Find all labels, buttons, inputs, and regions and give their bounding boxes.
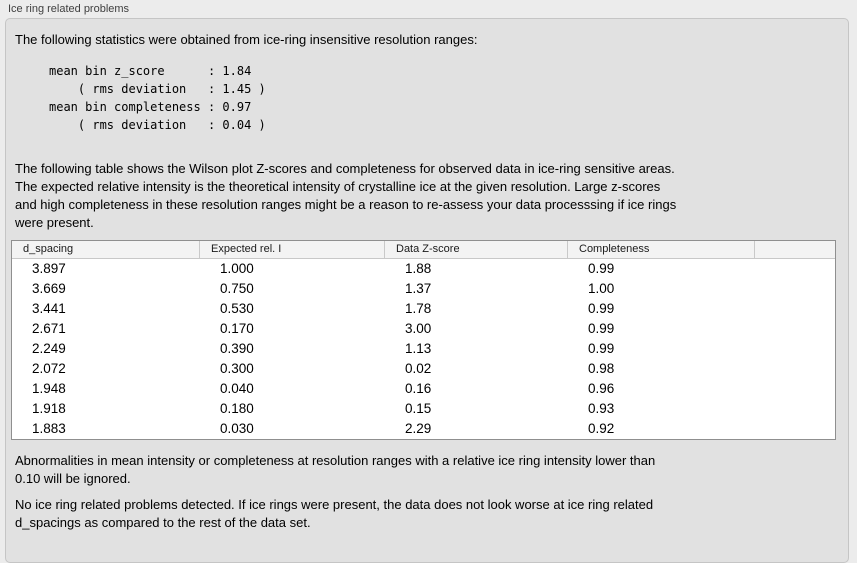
table-cell: 1.883 [32, 421, 66, 436]
table-cell: 0.93 [588, 401, 615, 416]
table-cell: 0.170 [220, 321, 254, 336]
stats-block: mean bin z_score : 1.84 ( rms deviation … [49, 64, 266, 132]
table-cell: 1.00 [588, 281, 615, 296]
table-cell: 0.98 [588, 361, 615, 376]
table-cell: 0.750 [220, 281, 254, 296]
table-cell [755, 319, 835, 339]
table-cell [755, 299, 835, 319]
table-cell: 2.29 [405, 421, 432, 436]
intro-text: The following statistics were obtained f… [15, 32, 478, 47]
table-cell: 0.99 [588, 301, 615, 316]
table-cell: 3.00 [405, 321, 432, 336]
table-cell: 1.918 [32, 401, 66, 416]
description-text: The following table shows the Wilson plo… [15, 161, 677, 230]
table-header-cell-d-spacing[interactable]: d_spacing [12, 241, 200, 258]
ice-ring-table[interactable]: d_spacing Expected rel. I Data Z-score Comp… [11, 240, 836, 440]
table-cell: 0.300 [220, 361, 254, 376]
table-cell: 0.390 [220, 341, 254, 356]
table-cell: 0.02 [405, 361, 432, 376]
table-body: 3.897 1.000 1.88 0.99 3.669 0.750 1.37 1.00 3.44… [12, 259, 835, 439]
table-cell [755, 259, 835, 279]
table-cell: 0.96 [588, 381, 615, 396]
table-cell: 0.16 [405, 381, 432, 396]
table-row[interactable]: 3.669 0.750 1.37 1.00 [12, 279, 835, 299]
table-cell [755, 339, 835, 359]
table-cell [755, 359, 835, 379]
table-cell: 0.040 [220, 381, 254, 396]
table-cell: 1.000 [220, 261, 254, 276]
table-cell: 3.669 [32, 281, 66, 296]
table-cell [755, 419, 835, 439]
table-cell: 0.92 [588, 421, 615, 436]
table-row[interactable]: 1.883 0.030 2.29 0.92 [12, 419, 835, 439]
conclusion-text: No ice ring related problems detected. I… [15, 497, 654, 530]
table-cell: 3.897 [32, 261, 66, 276]
table-header-cell-data-z-score[interactable]: Data Z-score [385, 241, 568, 258]
table-cell: 2.072 [32, 361, 66, 376]
table-cell [755, 379, 835, 399]
table-cell: 0.99 [588, 341, 615, 356]
table-cell [755, 279, 835, 299]
table-cell: 1.948 [32, 381, 66, 396]
ignore-note-text: Abnormalities in mean intensity or compl… [15, 453, 656, 486]
table-row[interactable]: 2.072 0.300 0.02 0.98 [12, 359, 835, 379]
table-header-cell-completeness[interactable]: Completeness [568, 241, 755, 258]
table-cell: 3.441 [32, 301, 66, 316]
table-cell: 2.249 [32, 341, 66, 356]
table-row[interactable]: 3.897 1.000 1.88 0.99 [12, 259, 835, 279]
table-cell: 1.88 [405, 261, 432, 276]
table-cell: 0.15 [405, 401, 432, 416]
table-cell: 0.530 [220, 301, 254, 316]
table-cell: 0.180 [220, 401, 254, 416]
table-cell: 2.671 [32, 321, 66, 336]
table-row[interactable]: 2.671 0.170 3.00 0.99 [12, 319, 835, 339]
table-cell: 0.99 [588, 261, 615, 276]
table-header-row: d_spacing Expected rel. I Data Z-score Comp… [12, 241, 835, 259]
table-cell: 1.37 [405, 281, 432, 296]
table-row[interactable]: 2.249 0.390 1.13 0.99 [12, 339, 835, 359]
table-row[interactable]: 1.948 0.040 0.16 0.96 [12, 379, 835, 399]
ice-ring-panel: The following statistics were obtained f… [5, 18, 849, 563]
table-cell: 0.030 [220, 421, 254, 436]
table-cell [755, 399, 835, 419]
table-row[interactable]: 3.441 0.530 1.78 0.99 [12, 299, 835, 319]
panel-title: Ice ring related problems [8, 3, 130, 15]
table-header-cell-empty [755, 241, 835, 258]
table-row[interactable]: 1.918 0.180 0.15 0.93 [12, 399, 835, 419]
table-cell: 1.13 [405, 341, 432, 356]
table-cell: 1.78 [405, 301, 432, 316]
table-cell: 0.99 [588, 321, 615, 336]
table-header-cell-expected-rel-i[interactable]: Expected rel. I [200, 241, 385, 258]
